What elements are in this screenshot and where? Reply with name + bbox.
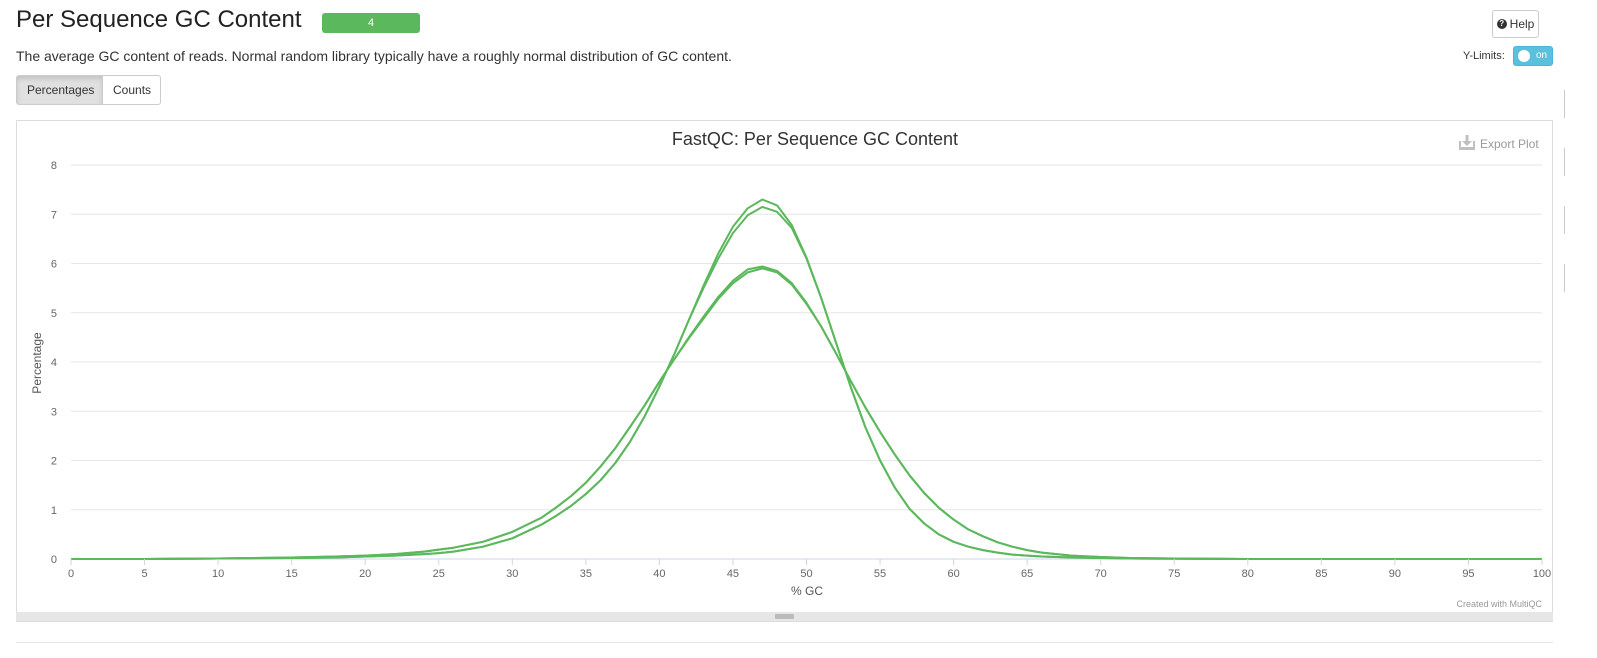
x-tick-label: 95: [1462, 568, 1474, 580]
x-tick-label: 30: [506, 568, 518, 580]
x-tick-label: 80: [1242, 568, 1254, 580]
x-tick-label: 35: [580, 568, 592, 580]
y-tick-label: 2: [51, 456, 57, 468]
download-icon: [1459, 135, 1475, 150]
counts-button[interactable]: Counts: [103, 75, 161, 105]
y-tick-label: 7: [51, 209, 57, 221]
y-tick-label: 6: [51, 259, 57, 271]
x-tick-label: 75: [1168, 568, 1180, 580]
help-button[interactable]: ? Help: [1492, 10, 1539, 38]
y-tick-label: 0: [51, 554, 57, 566]
scrollbar-handle[interactable]: [775, 614, 794, 619]
x-tick-label: 60: [947, 568, 959, 580]
x-tick-label: 70: [1095, 568, 1107, 580]
multiqc-credit: Created with MultiQC: [1456, 599, 1542, 609]
ylimits-toggle[interactable]: on: [1513, 46, 1553, 66]
y-tick-label: 5: [51, 308, 57, 320]
status-progress-bar[interactable]: 4: [322, 13, 420, 33]
x-tick-label: 5: [141, 568, 147, 580]
x-tick-label: 45: [727, 568, 739, 580]
y-tick-label: 1: [51, 505, 57, 517]
x-axis-label: % GC: [791, 584, 823, 598]
y-tick-label: 3: [51, 406, 57, 418]
section-divider: [16, 642, 1553, 643]
x-tick-label: 55: [874, 568, 886, 580]
x-tick-label: 15: [286, 568, 298, 580]
question-circle-icon: ?: [1496, 19, 1507, 29]
series-line-3[interactable]: [71, 265, 1542, 560]
x-tick-label: 85: [1315, 568, 1327, 580]
right-edge-marks: [1564, 90, 1568, 322]
x-tick-label: 10: [212, 568, 224, 580]
x-tick-label: 90: [1389, 568, 1401, 580]
series-line-4[interactable]: [71, 267, 1542, 560]
x-tick-label: 100: [1533, 568, 1551, 580]
chart-title: FastQC: Per Sequence GC Content: [672, 129, 958, 149]
series-line-1[interactable]: [71, 198, 1542, 560]
plot-container: 0 1 2 3 4 5 6 7 8 0 5 10 15 20 25 30 35 40 45 50 55 60 65 70 75 8…: [16, 120, 1553, 622]
x-tick-label: 65: [1021, 568, 1033, 580]
ylimits-label: Y-Limits:: [1463, 50, 1505, 62]
export-plot-button[interactable]: Export Plot: [1459, 135, 1539, 151]
help-label: Help: [1509, 17, 1535, 31]
x-tick-label: 40: [653, 568, 665, 580]
x-tick-label: 50: [800, 568, 812, 580]
toggle-knob: [1518, 50, 1530, 62]
y-tick-label: 4: [51, 357, 57, 369]
percentages-button[interactable]: Percentages: [16, 75, 103, 105]
x-tick-label: 20: [359, 568, 371, 580]
series-line-2[interactable]: [71, 205, 1542, 560]
y-axis-label: Percentage: [30, 332, 44, 394]
x-tick-label: 25: [433, 568, 445, 580]
toggle-state-label: on: [1536, 50, 1548, 61]
view-button-group: Percentages Counts: [16, 75, 161, 105]
x-tick-label: 0: [68, 568, 74, 580]
section-description: The average GC content of reads. Normal …: [16, 48, 732, 64]
section-title: Per Sequence GC Content: [16, 6, 302, 33]
export-plot-label: Export Plot: [1480, 137, 1539, 151]
y-tick-label: 8: [51, 160, 57, 172]
